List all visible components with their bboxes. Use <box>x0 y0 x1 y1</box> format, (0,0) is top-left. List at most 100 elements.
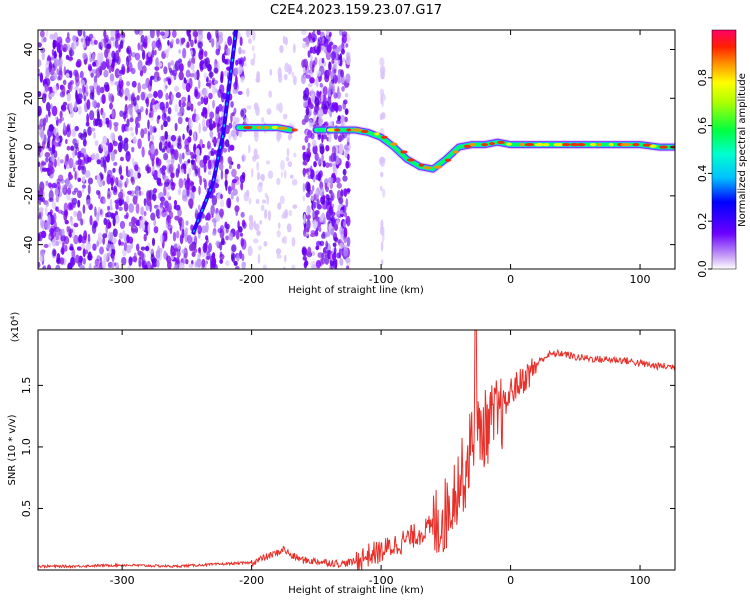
heatmap-cell <box>243 117 249 124</box>
heatmap-cell <box>204 57 210 69</box>
heatmap-cell <box>121 256 127 266</box>
heatmap-cell <box>159 31 166 36</box>
heatmap-cell <box>197 30 203 36</box>
heatmap-cell <box>340 188 344 199</box>
heatmap-cell <box>337 135 343 143</box>
snr-series-line <box>38 330 675 570</box>
heatmap-cell <box>67 82 72 90</box>
heatmap-cell <box>189 73 195 78</box>
heatmap-cell <box>211 38 215 48</box>
heatmap-cell <box>48 242 52 248</box>
heatmap-cell <box>64 219 69 225</box>
heatmap-cell <box>343 227 348 238</box>
heatmap-cell <box>314 189 319 196</box>
heatmap-cell <box>219 241 223 251</box>
heatmap-cell <box>284 208 288 219</box>
heatmap-cell <box>278 102 283 114</box>
heatmap-cell <box>243 56 246 62</box>
heatmap-cell <box>52 249 57 257</box>
heatmap-cell <box>116 32 121 38</box>
heatmap-cell <box>138 256 142 268</box>
heatmap-cell <box>345 256 351 267</box>
heatmap-cell <box>189 151 194 157</box>
ridge-hotspot <box>291 128 298 132</box>
heatmap-cell <box>98 65 102 73</box>
heatmap-cell <box>99 256 103 267</box>
heatmap-cell <box>119 220 126 230</box>
heatmap-cell <box>234 67 239 76</box>
heatmap-cell <box>90 127 96 132</box>
heatmap-cell <box>65 138 68 145</box>
heatmap-cell <box>167 62 171 67</box>
heatmap-cell <box>137 42 141 51</box>
heatmap-cell <box>133 170 139 181</box>
heatmap-cell <box>236 163 241 170</box>
heatmap-cell <box>277 67 282 78</box>
ridge-hotspot <box>276 126 288 130</box>
heatmap-cell <box>69 80 74 85</box>
heatmap-cell <box>302 168 306 178</box>
heatmap-cell <box>109 73 115 82</box>
heatmap-cell <box>175 257 180 264</box>
heatmap-cell <box>141 83 148 90</box>
heatmap-cell <box>198 185 201 196</box>
heatmap-cell <box>174 104 179 113</box>
heatmap-cell <box>338 197 344 205</box>
heatmap-cell <box>318 133 322 139</box>
heatmap-cell <box>330 51 337 61</box>
heatmap-cell <box>113 185 118 193</box>
heatmap-cell <box>68 183 73 189</box>
heatmap-cell <box>310 88 315 97</box>
heatmap-cell <box>42 121 46 132</box>
heatmap-cell <box>282 113 288 120</box>
heatmap-cell <box>115 202 119 210</box>
heatmap-cell <box>160 124 164 131</box>
heatmap-cell <box>307 96 312 106</box>
heatmap-cell <box>157 115 161 120</box>
heatmap-cell <box>315 77 319 88</box>
x-tick-label: -300 <box>110 574 135 587</box>
heatmap-cell <box>338 242 345 249</box>
heatmap-cell <box>267 210 272 221</box>
heatmap-cell <box>85 241 92 251</box>
heatmap-cell <box>112 167 116 173</box>
heatmap-cell <box>203 87 209 99</box>
heatmap-cell <box>239 232 243 237</box>
figure-title: C2E4.2023.159.23.07.G17 <box>270 3 442 18</box>
heatmap-cell <box>197 167 201 179</box>
heatmap-cell <box>217 227 223 234</box>
heatmap-cell <box>328 132 332 143</box>
heatmap-cell <box>117 91 123 97</box>
heatmap-cell <box>155 157 160 165</box>
heatmap-cell <box>45 156 49 163</box>
heatmap-cell <box>75 70 78 78</box>
heatmap-cell <box>151 157 155 167</box>
heatmap-cell <box>159 101 165 111</box>
heatmap-cell <box>97 52 102 63</box>
heatmap-cell <box>325 162 330 168</box>
heatmap-cell <box>71 197 78 205</box>
heatmap-cell <box>269 68 273 76</box>
heatmap-cell <box>102 236 106 245</box>
heatmap-cell <box>162 145 168 151</box>
heatmap-cell <box>140 128 145 139</box>
heatmap-cell <box>107 205 111 211</box>
heatmap-cell <box>115 262 119 268</box>
heatmap-cell <box>337 115 341 121</box>
heatmap-cell <box>194 91 201 100</box>
heatmap-cell <box>287 161 293 168</box>
heatmap-cell <box>109 198 113 209</box>
heatmap-cell <box>139 70 144 77</box>
heatmap-cell <box>104 87 110 92</box>
y-tick-label: 0 <box>22 144 35 151</box>
heatmap-cell <box>206 212 211 221</box>
heatmap-cell <box>214 182 219 189</box>
heatmap-cell <box>159 233 164 244</box>
heatmap-cell <box>213 63 218 70</box>
heatmap-cell <box>95 189 100 196</box>
ridge-hotspot <box>542 143 550 147</box>
heatmap-cell <box>103 117 106 125</box>
heatmap-cell <box>312 144 318 155</box>
heatmap-cell <box>145 108 149 116</box>
heatmap-cell <box>43 93 47 99</box>
